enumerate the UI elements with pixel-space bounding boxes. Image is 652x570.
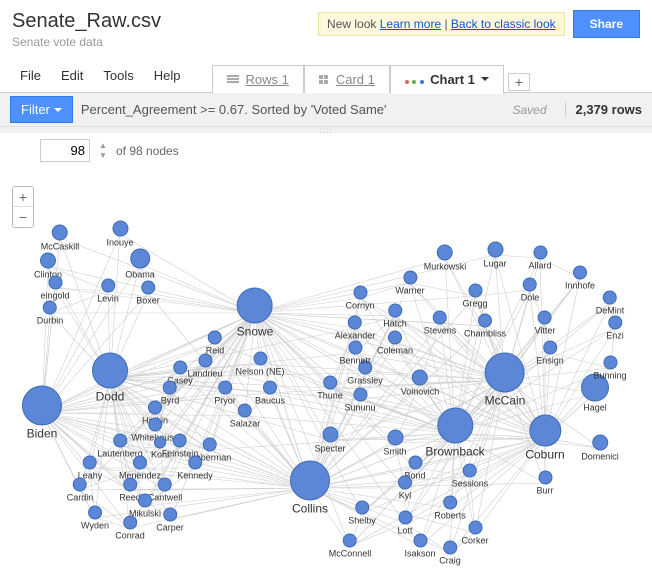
zoom-in-button[interactable]: + — [13, 187, 33, 207]
tab-rows[interactable]: Rows 1 — [212, 65, 303, 93]
graph-edges — [0, 168, 652, 566]
filter-label: Filter — [21, 102, 50, 117]
node-count-input[interactable] — [40, 139, 90, 162]
node-count-controls: ▲ ▼ of 98 nodes — [0, 133, 652, 168]
stepper: ▲ ▼ — [96, 141, 110, 161]
rows-icon — [227, 75, 239, 83]
card-icon — [319, 75, 330, 84]
header: Senate_Raw.csv Senate vote data New look… — [0, 0, 652, 55]
chevron-down-icon — [54, 108, 62, 112]
tab-chart-label: Chart 1 — [430, 72, 475, 87]
share-button[interactable]: Share — [573, 10, 640, 38]
saved-status: Saved — [512, 103, 546, 117]
dots-icon: :::: — [320, 126, 333, 135]
learn-more-link[interactable]: Learn more — [380, 17, 441, 31]
menu-file[interactable]: File — [12, 62, 49, 89]
menubar: File Edit Tools Help Rows 1 Card 1 Chart… — [0, 55, 652, 93]
row-count: 2,379 rows — [565, 102, 643, 117]
menu-edit[interactable]: Edit — [53, 62, 91, 89]
filterbar: Filter Percent_Agreement >= 0.67. Sorted… — [0, 93, 652, 127]
filter-text: Percent_Agreement >= 0.67. Sorted by 'Vo… — [81, 102, 505, 117]
stepper-down[interactable]: ▼ — [96, 151, 110, 161]
tab-card-label: Card 1 — [336, 72, 375, 87]
tab-card[interactable]: Card 1 — [304, 65, 390, 93]
topright-bar: New look Learn more | Back to classic lo… — [318, 10, 640, 38]
filter-button[interactable]: Filter — [10, 96, 73, 123]
tab-add-button[interactable]: + — [508, 73, 530, 91]
newlook-banner: New look Learn more | Back to classic lo… — [318, 12, 565, 36]
tab-chart[interactable]: Chart 1 — [390, 65, 504, 94]
of-nodes-label: of 98 nodes — [116, 144, 179, 158]
zoom-out-button[interactable]: − — [13, 207, 33, 227]
stepper-up[interactable]: ▲ — [96, 141, 110, 151]
menu-help[interactable]: Help — [146, 62, 189, 89]
tabbar: Rows 1 Card 1 Chart 1 + — [212, 59, 530, 93]
newlook-label: New look — [327, 17, 376, 31]
chart-icon — [405, 72, 424, 87]
chevron-down-icon — [481, 77, 489, 81]
network-graph[interactable]: BidenDoddSnoweCollinsMcCainBrownbackCobu… — [0, 168, 652, 566]
tab-rows-label: Rows 1 — [245, 72, 288, 87]
back-classic-link[interactable]: Back to classic look — [451, 17, 556, 31]
menu-tools[interactable]: Tools — [95, 62, 141, 89]
zoom-controls: + − — [12, 186, 34, 228]
